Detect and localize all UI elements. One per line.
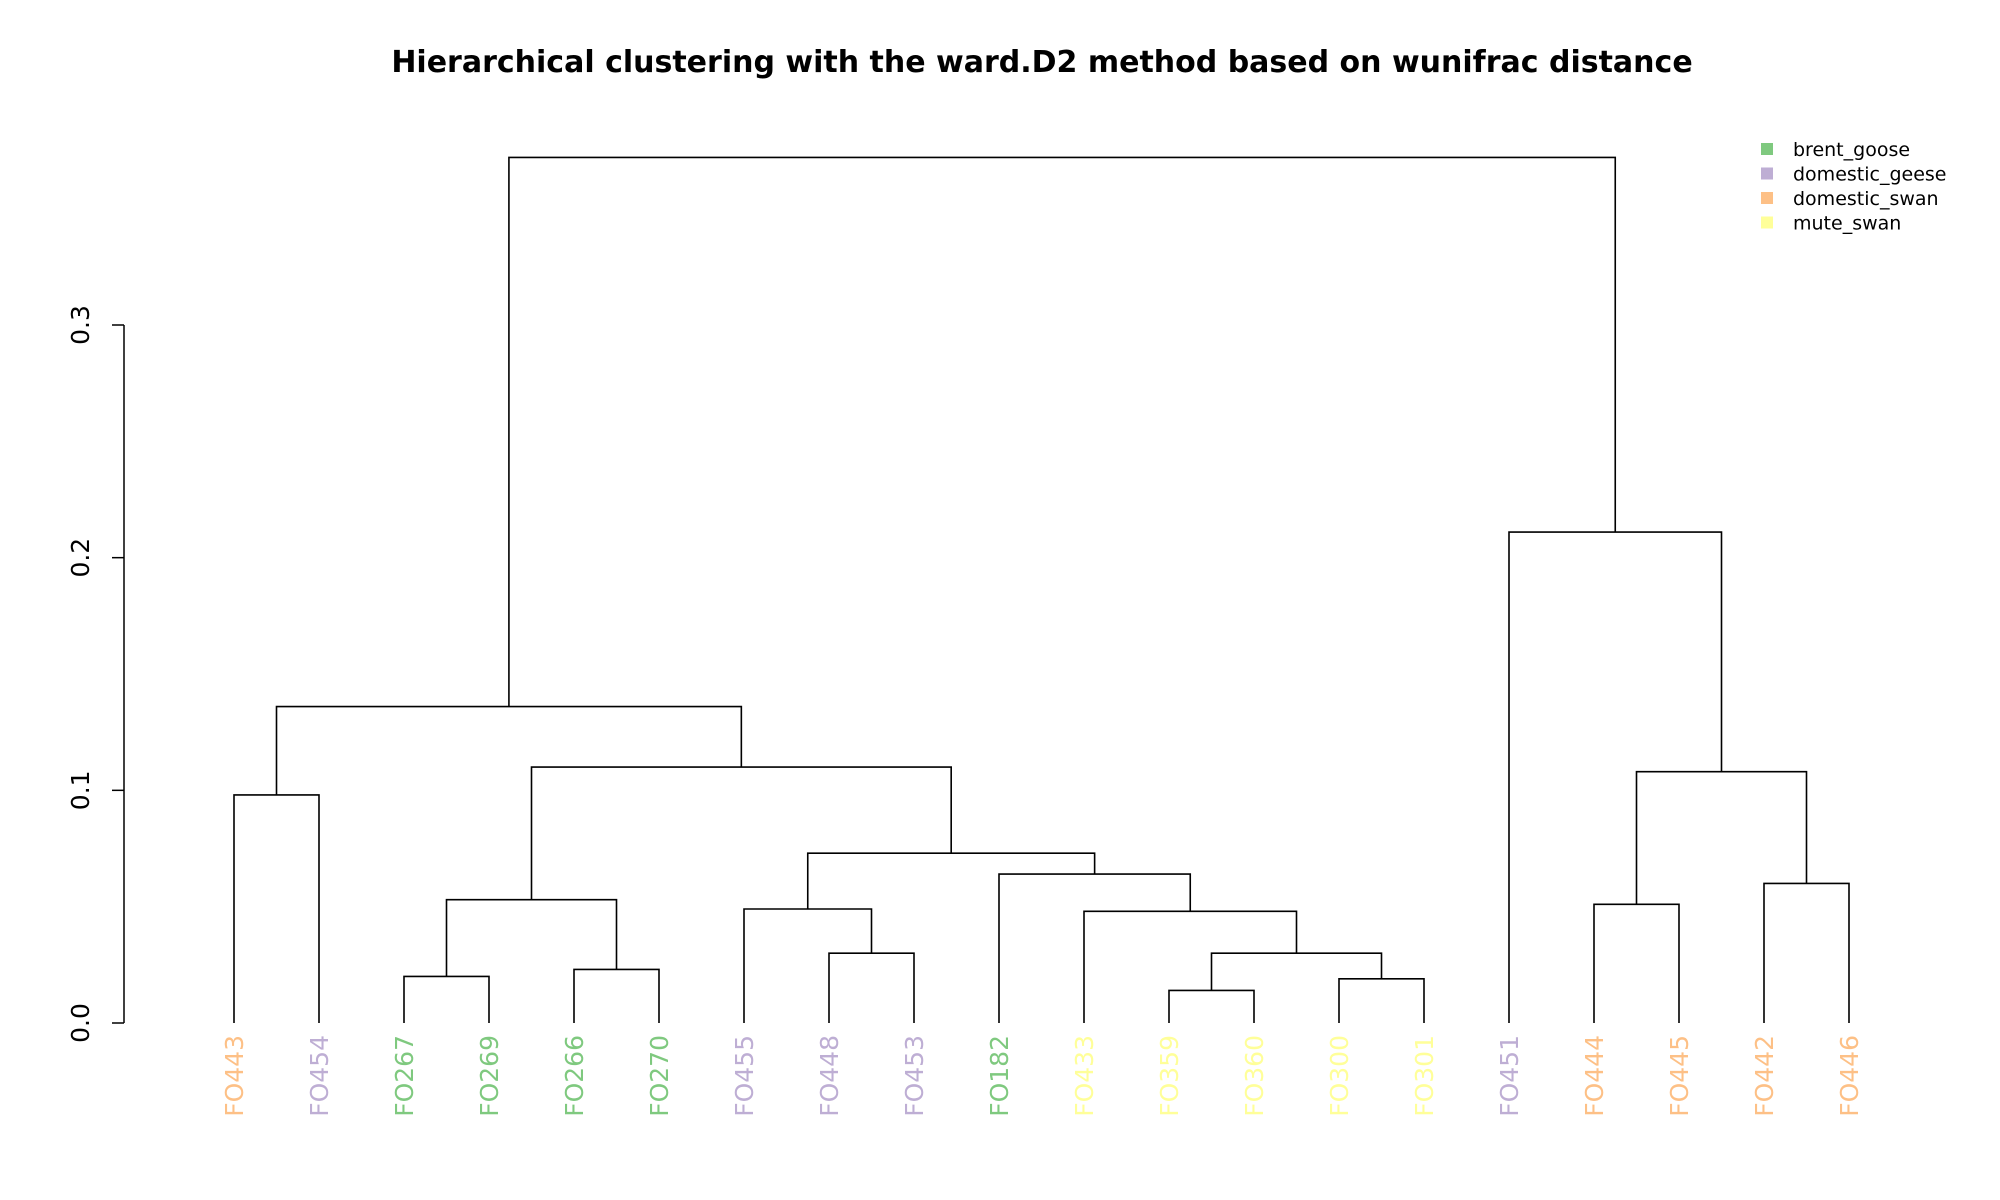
leaf-label: FO182 (985, 1035, 1014, 1117)
y-axis: 0.0 0.1 0.2 0.3 (66, 305, 125, 1043)
leaf-label: FO359 (1155, 1035, 1184, 1117)
y-tick-label: 0.3 (66, 305, 95, 345)
leaf-label: FO360 (1240, 1035, 1269, 1117)
legend-label: domestic_geese (1793, 164, 1946, 186)
leaf-label: FO442 (1750, 1035, 1779, 1117)
leaf-labels: FO443 FO454 FO267 FO269 FO266 FO270 FO455 FO448… (220, 1035, 1864, 1117)
dendrogram-link (508, 156, 1617, 707)
dendrogram-link (1338, 977, 1425, 1023)
legend-swatch (1761, 167, 1773, 180)
legend-label: brent_goose (1793, 139, 1910, 161)
leaf-label: FO266 (560, 1035, 589, 1117)
y-tick-label: 0.0 (66, 1003, 95, 1043)
dendrogram-link (806, 852, 1096, 909)
dendrogram-link (1508, 531, 1723, 1023)
leaf-label: FO269 (475, 1035, 504, 1117)
leaf-label: FO443 (220, 1035, 249, 1117)
dendrogram-link (233, 794, 320, 1023)
leaf-label: FO433 (1070, 1035, 1099, 1117)
legend: brent_goose domestic_geesedomestic_swanmu… (1761, 139, 1946, 235)
dendrogram-link (1168, 989, 1255, 1023)
dendrogram-link (1635, 770, 1808, 905)
leaf-label: FO451 (1495, 1035, 1524, 1117)
leaf-label: FO454 (305, 1035, 334, 1117)
dendrogram-link (998, 873, 1192, 1023)
dendrogram-link (445, 898, 618, 977)
legend-label: domestic_swan (1793, 188, 1939, 210)
leaf-label: FO270 (645, 1035, 674, 1117)
y-tick-label: 0.1 (66, 770, 95, 810)
legend-label: mute_swan (1793, 213, 1901, 235)
y-tick-label: 0.2 (66, 538, 95, 578)
dendrogram-links (233, 156, 1850, 1023)
legend-swatch (1761, 216, 1773, 229)
leaf-label: FO301 (1410, 1035, 1439, 1117)
leaf-label: FO267 (390, 1035, 419, 1117)
dendrogram-link (828, 952, 915, 1023)
leaf-label: FO453 (900, 1035, 929, 1117)
dendrogram-link (1083, 910, 1298, 1023)
dendrogram-link (530, 766, 952, 900)
leaf-label: FO444 (1580, 1035, 1609, 1117)
legend-swatch (1761, 192, 1773, 204)
dendrogram-link (573, 968, 660, 1023)
leaf-label: FO300 (1325, 1035, 1354, 1117)
leaf-label: FO445 (1665, 1035, 1694, 1117)
dendrogram-link (403, 975, 490, 1023)
leaf-label: FO448 (815, 1035, 844, 1117)
dendrogram-link (1763, 882, 1850, 1023)
leaf-label: FO455 (730, 1035, 759, 1117)
dendrogram-link (743, 908, 873, 1023)
dendrogram-link (1210, 952, 1383, 991)
leaf-label: FO446 (1835, 1035, 1864, 1117)
chart-title: Hierarchical clustering with the ward.D2… (391, 45, 1692, 80)
dendrogram-link (1593, 903, 1680, 1023)
legend-swatch (1761, 143, 1773, 155)
dendrogram-link (275, 705, 743, 795)
